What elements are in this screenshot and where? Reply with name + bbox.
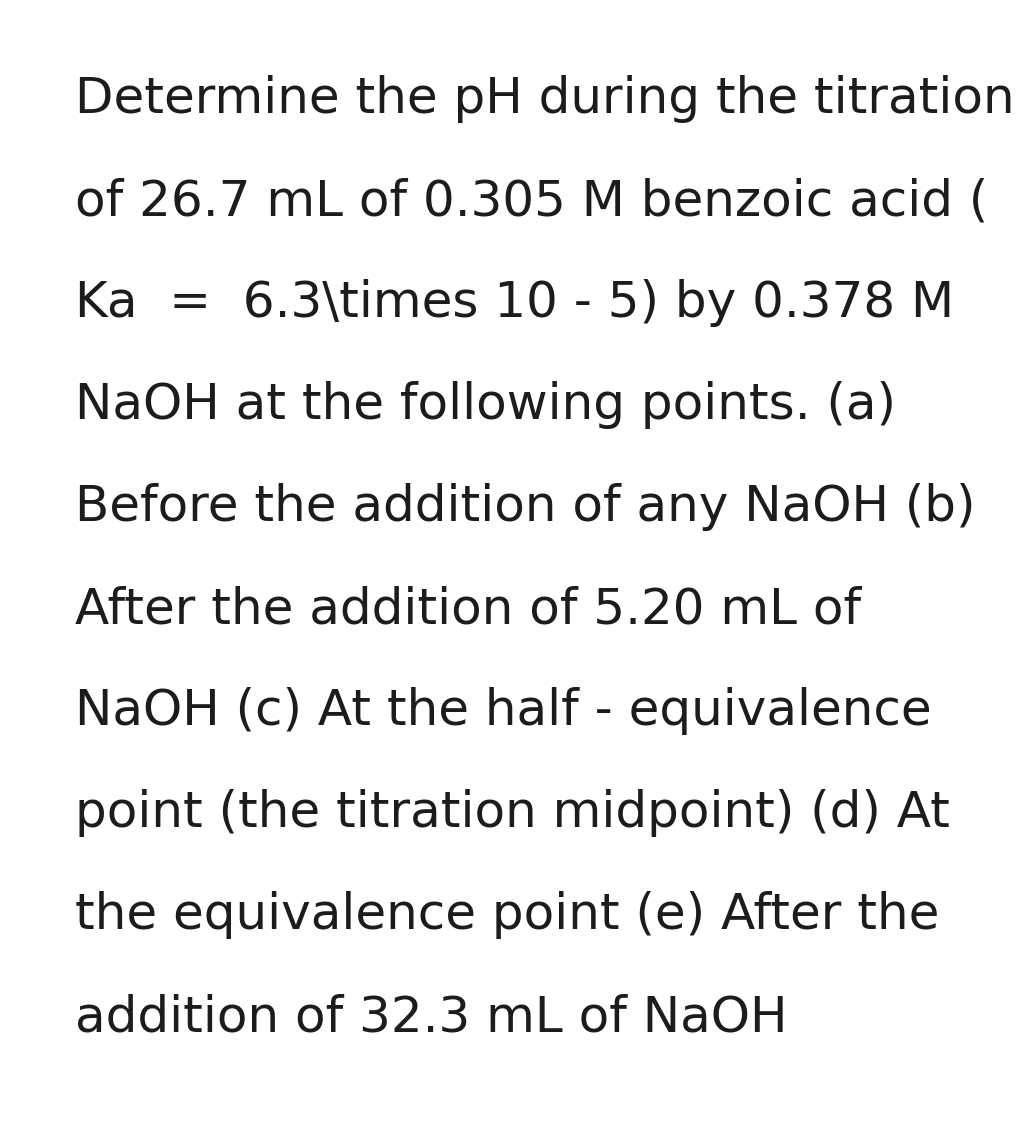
Text: After the addition of 5.20 mL of: After the addition of 5.20 mL of bbox=[75, 585, 862, 633]
Text: Ka  =  6.3\times 10 - 5) by 0.378 M: Ka = 6.3\times 10 - 5) by 0.378 M bbox=[75, 279, 955, 327]
Text: the equivalence point (e) After the: the equivalence point (e) After the bbox=[75, 892, 939, 940]
Text: NaOH at the following points. (a): NaOH at the following points. (a) bbox=[75, 381, 896, 429]
Text: point (the titration midpoint) (d) At: point (the titration midpoint) (d) At bbox=[75, 789, 949, 837]
Text: addition of 32.3 mL of NaOH: addition of 32.3 mL of NaOH bbox=[75, 993, 788, 1041]
Text: of 26.7 mL of 0.305 M benzoic acid (: of 26.7 mL of 0.305 M benzoic acid ( bbox=[75, 177, 988, 225]
Text: Determine the pH during the titration: Determine the pH during the titration bbox=[75, 75, 1015, 123]
Text: NaOH (c) At the half - equivalence: NaOH (c) At the half - equivalence bbox=[75, 687, 932, 735]
Text: Before the addition of any NaOH (b): Before the addition of any NaOH (b) bbox=[75, 483, 976, 531]
